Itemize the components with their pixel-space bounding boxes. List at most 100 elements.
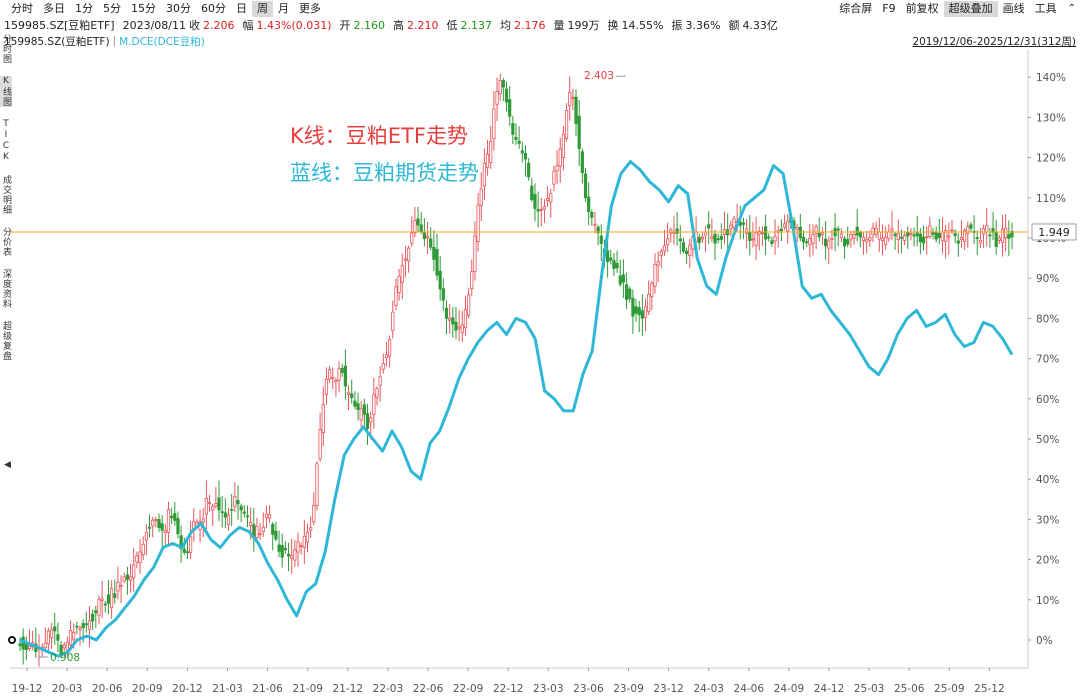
candle-body — [539, 208, 543, 211]
candle-body — [880, 237, 885, 241]
quote-open: 2.160 — [353, 18, 386, 32]
candle-body — [763, 226, 768, 240]
candle-body — [476, 204, 480, 242]
date-range[interactable]: 2019/12/06-2025/12/31(312周) — [912, 36, 1076, 48]
candle-body — [719, 235, 723, 240]
candle-body — [533, 194, 537, 209]
candle-body — [836, 228, 840, 231]
candle-body — [277, 544, 281, 552]
candle-body — [558, 148, 562, 167]
candle-body — [261, 526, 265, 533]
candle-body — [523, 152, 528, 160]
tool-item-2[interactable]: 前复权 — [905, 1, 939, 15]
candle-body — [542, 206, 547, 210]
side-tab-2[interactable]: TICK — [1, 119, 11, 163]
candle-body — [530, 185, 534, 200]
tool-item-4[interactable]: 画线 — [1002, 1, 1025, 15]
candle-body — [713, 233, 717, 244]
side-tab-0[interactable]: 分时图 — [1, 34, 11, 64]
side-tab-1[interactable]: K线图 — [0, 76, 12, 107]
tool-item-0[interactable]: 综合屏 — [839, 1, 873, 15]
candle-body — [315, 463, 319, 506]
candle-body — [81, 623, 85, 629]
candle-body — [874, 228, 878, 235]
period-tabs: 分时 多日 1分 5分 15分 30分 60分日周月更多 — [0, 0, 326, 17]
side-tab-6[interactable]: 超级复盘 — [1, 321, 11, 361]
period-tab-2[interactable]: 1分 — [75, 1, 93, 15]
tool-item-5[interactable]: 工具 — [1034, 1, 1057, 15]
candle-body — [365, 413, 370, 429]
candle-body — [877, 231, 881, 240]
side-tab-5[interactable]: 深度资料 — [1, 269, 11, 309]
period-tab-8[interactable]: 周 — [252, 0, 273, 17]
side-tab-4[interactable]: 分价表 — [1, 227, 11, 257]
candle-body — [97, 598, 101, 616]
period-tab-4[interactable]: 15分 — [131, 1, 156, 15]
period-tab-9[interactable]: 月 — [278, 1, 289, 15]
candle-body — [394, 286, 398, 306]
candle-body — [684, 250, 689, 255]
y-tick-label: 80% — [1036, 313, 1059, 325]
candle-body — [811, 234, 815, 244]
candle-body — [340, 367, 344, 373]
x-tick-label: 19-12 — [12, 683, 43, 695]
candle-body — [959, 236, 964, 240]
candle-body — [921, 236, 926, 244]
candle-body — [94, 610, 98, 614]
quote-close-label: 收 — [189, 19, 200, 32]
x-axis: 19-12 20-03 20-06 20-09 20-12 21-03 21-06 21-09… — [12, 668, 1005, 695]
triangle-left-icon[interactable]: ◀ — [4, 460, 11, 470]
period-tab-7[interactable]: 日 — [236, 1, 247, 15]
x-tick-label: 23-09 — [613, 683, 644, 695]
high-marker-label: 2.403 — [584, 70, 614, 82]
legend-separator: | — [112, 35, 117, 47]
y-tick-label: 110% — [1036, 193, 1066, 205]
candle-body — [239, 505, 243, 511]
tool-item-3[interactable]: 超级叠加 — [943, 0, 998, 17]
quote-avg: 2.176 — [514, 18, 546, 32]
candle-body — [485, 153, 490, 168]
candle-body — [245, 515, 250, 518]
candle-body — [618, 275, 622, 285]
candle-body — [350, 393, 354, 399]
candle-body — [760, 232, 765, 235]
period-tab-3[interactable]: 5分 — [103, 1, 121, 15]
candle-body — [827, 240, 831, 249]
candle-body — [858, 232, 862, 238]
candle-body — [757, 230, 761, 235]
period-tab-5[interactable]: 30分 — [166, 1, 191, 15]
candle-body — [460, 324, 464, 333]
x-tick-label: 23-12 — [653, 683, 684, 695]
candle-body — [204, 498, 208, 515]
candle-body — [928, 225, 932, 237]
candle-body — [444, 307, 449, 319]
side-tab-3[interactable]: 成交明细 — [1, 175, 11, 215]
candle-body — [353, 400, 357, 407]
candle-body — [397, 275, 401, 293]
period-tab-10[interactable]: 更多 — [299, 1, 321, 15]
period-tab-6[interactable]: 60分 — [201, 1, 226, 15]
candle-body — [666, 238, 670, 246]
period-tab-1[interactable]: 多日 — [43, 1, 65, 15]
candle-body — [160, 523, 164, 531]
legend-main[interactable]: 159985.SZ(豆粕ETF) — [4, 35, 110, 48]
candle-body — [441, 288, 445, 301]
candle-body — [413, 220, 417, 234]
candle-body — [217, 497, 221, 511]
candle-body — [887, 231, 891, 239]
legend-overlay[interactable]: M.DCE(DCE豆粕) — [119, 35, 205, 48]
candle-body — [68, 630, 73, 646]
chart-legend: 159985.SZ(豆粕ETF) | M.DCE(DCE豆粕) — [4, 34, 205, 48]
candle-body — [779, 228, 783, 232]
candle-body — [637, 307, 641, 316]
candle-body — [852, 234, 856, 239]
collapse-icon[interactable]: ⌃ — [1067, 3, 1076, 14]
candle-body — [422, 231, 426, 239]
candle-body — [975, 237, 979, 239]
period-tab-0[interactable]: 分时 — [11, 1, 33, 15]
candle-body — [947, 235, 951, 238]
tool-item-1[interactable]: F9 — [882, 1, 896, 15]
candle-body — [934, 231, 938, 240]
candle-body — [264, 513, 269, 519]
